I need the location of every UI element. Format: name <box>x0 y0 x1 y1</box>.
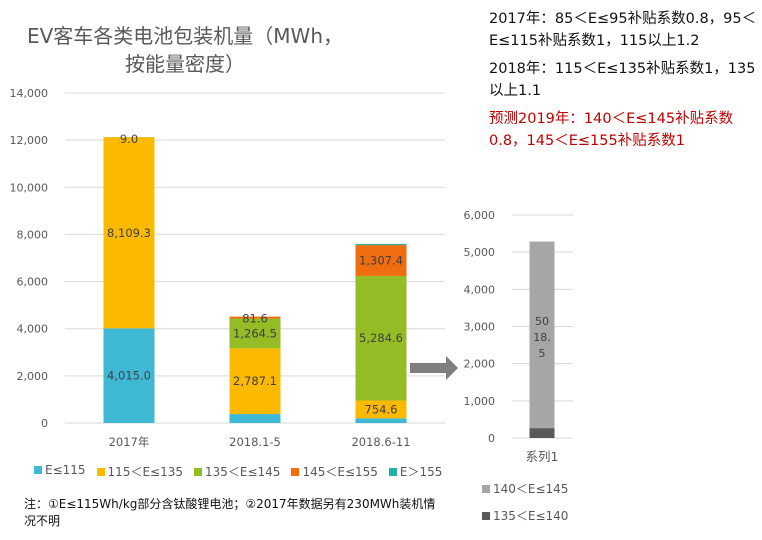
data-label: 5 <box>539 347 546 360</box>
data-label: 81.6 <box>242 312 268 326</box>
legend-label: 145＜E≤155 <box>302 465 378 479</box>
data-label: 8,109.3 <box>107 226 151 240</box>
x-category-label: 系列1 <box>526 449 559 464</box>
legend-item: 135＜E≤140 <box>482 507 568 524</box>
data-label: 754.6 <box>365 402 398 416</box>
legend-swatch <box>388 468 397 476</box>
legend-swatch <box>482 485 490 493</box>
data-label: 4,015.0 <box>107 369 151 383</box>
legend-item: 115＜E≤135 <box>96 463 183 480</box>
legend-label: 140＜E≤145 <box>493 482 569 496</box>
legend-label: 135＜E≤140 <box>493 509 569 523</box>
bar-segment <box>229 414 281 423</box>
footnote: 注：①E≤115Wh/kg部分含钛酸锂电池；②2017年数据另有230MWh装机… <box>24 497 436 528</box>
bar-segment <box>355 245 407 276</box>
arrow-icon <box>410 356 458 380</box>
main-legend: E≤115 115＜E≤135 135＜E≤145 145＜E≤155 E＞155 <box>34 463 442 480</box>
bar-segment <box>529 428 555 438</box>
bar-segment <box>355 418 407 423</box>
y-tick-label: 8,000 <box>17 228 49 241</box>
y-tick-label: 4,000 <box>464 283 496 296</box>
legend-swatch <box>194 468 202 476</box>
y-tick-label: 2,000 <box>464 358 496 371</box>
y-tick-label: 0 <box>41 417 48 430</box>
legend-item: 135＜E≤145 <box>194 463 280 480</box>
bar-segment <box>529 241 555 429</box>
y-tick-label: 3,000 <box>464 321 496 334</box>
note-2018: 2018年：115＜E≤135补贴系数1，135以上1.1 <box>489 61 756 99</box>
y-tick-label: 10,000 <box>10 181 49 194</box>
bar-segment <box>229 316 281 319</box>
data-label: 2,787.1 <box>233 374 277 388</box>
bar-segment <box>355 400 407 419</box>
legend-item: 145＜E≤155 <box>291 463 378 480</box>
y-tick-label: 0 <box>488 432 495 445</box>
bar-segment <box>229 318 281 349</box>
legend-label: E＞155 <box>399 465 443 479</box>
bar-segment <box>103 137 155 329</box>
bar-segment <box>355 275 407 401</box>
bar-segment <box>355 243 407 246</box>
legend-item: E≤115 <box>34 463 86 480</box>
data-label: 1,307.4 <box>359 254 403 268</box>
x-category-label: 2018.1-5 <box>229 435 281 449</box>
y-tick-label: 2,000 <box>17 370 49 383</box>
legend-item: 140＜E≤145 <box>482 480 568 497</box>
data-label: 50 <box>535 315 549 328</box>
note-2019-forecast: 预测2019年：140＜E≤145补贴系数0.8，145＜E≤155补贴系数1 <box>489 111 734 149</box>
subsidy-notes: 2017年：85＜E≤95补贴系数0.8，95＜E≤115补贴系数1，115以上… <box>489 8 761 158</box>
legend-swatch <box>291 468 300 476</box>
legend-label: 115＜E≤135 <box>107 465 183 479</box>
data-label: 1,264.5 <box>233 326 277 340</box>
data-label: 18. <box>533 331 551 344</box>
legend-item: E＞155 <box>388 463 443 480</box>
y-tick-label: 1,000 <box>464 395 496 408</box>
y-tick-label: 6,000 <box>17 276 49 289</box>
data-label: 9.0 <box>120 132 138 146</box>
bar-segment <box>229 348 281 415</box>
x-category-label: 2017年 <box>109 435 150 449</box>
legend-swatch <box>482 512 490 520</box>
data-label: 5,284.6 <box>359 331 403 345</box>
chart-title: EV客车各类电池包装机量（MWh，按能量密度） <box>26 24 344 76</box>
y-tick-label: 4,000 <box>17 323 49 336</box>
legend-swatch <box>34 466 42 474</box>
x-category-label: 2018.6-11 <box>351 435 410 449</box>
bar-segment <box>103 328 155 423</box>
legend-label: 135＜E≤145 <box>205 465 281 479</box>
y-tick-label: 14,000 <box>10 87 49 100</box>
note-2017: 2017年：85＜E≤95补贴系数0.8，95＜E≤115补贴系数1，115以上… <box>489 11 757 49</box>
y-tick-label: 12,000 <box>10 134 49 147</box>
y-tick-label: 5,000 <box>464 246 496 259</box>
y-tick-label: 6,000 <box>464 209 496 222</box>
legend-label: E≤115 <box>45 463 86 477</box>
legend-swatch <box>96 468 105 476</box>
